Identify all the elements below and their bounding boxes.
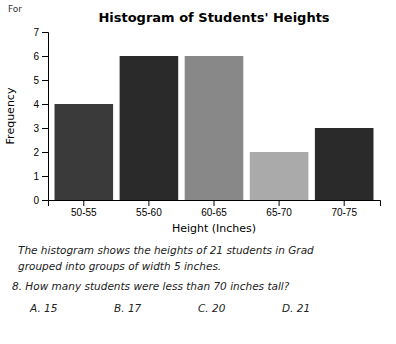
- bar: [120, 56, 179, 200]
- annotation: C. 20: [198, 302, 226, 314]
- y-tick: 5: [33, 75, 48, 86]
- y-tick-label: 0: [33, 195, 39, 206]
- y-tick: 0: [33, 195, 48, 206]
- title: Histogram of Students' Heights: [98, 10, 329, 25]
- y-tick-label: 1: [33, 171, 39, 182]
- y-tick-mark: [42, 80, 48, 81]
- bar: [250, 152, 309, 200]
- x-tick-mark: [214, 200, 215, 206]
- annotation: The histogram shows the heights of 21 st…: [18, 244, 314, 256]
- x-tick-mark: [148, 200, 149, 206]
- y-tick-mark: [42, 56, 48, 57]
- x-axis: 50-55 55-60 60-65 65-70 70-75: [49, 200, 381, 218]
- y-tick-mark: [42, 128, 48, 129]
- x-axis-line: [49, 201, 381, 207]
- plot-area: 0 1 2 3 4 5 6 7 50-55 55-60 60-65 65-70 70-75: [33, 27, 380, 218]
- bar: [55, 104, 114, 200]
- bar: [185, 56, 244, 200]
- y-axis-title: Frequency: [4, 87, 17, 144]
- y-tick-label: 6: [33, 51, 39, 62]
- x-tick-label: 70-75: [331, 207, 357, 218]
- annotation: D. 21: [282, 302, 310, 314]
- bar: [315, 128, 374, 200]
- y-tick-mark: [42, 104, 48, 105]
- y-tick: 7: [33, 27, 48, 38]
- y-tick: 3: [33, 123, 48, 134]
- y-tick-mark: [42, 32, 48, 33]
- x-tick-mark: [344, 200, 345, 206]
- y-tick-label: 2: [33, 147, 39, 158]
- y-axis-line: [42, 33, 49, 201]
- y-tick-mark: [42, 152, 48, 153]
- y-axis: 0 1 2 3 4 5 6 7: [33, 27, 48, 206]
- y-tick: 4: [33, 99, 48, 110]
- annotation: A. 15: [29, 302, 58, 314]
- annotation: 8. How many students were less than 70 i…: [12, 280, 290, 292]
- y-tick-label: 5: [33, 75, 39, 86]
- y-tick-label: 4: [33, 99, 39, 110]
- x-tick: 60-65: [201, 200, 227, 218]
- x-tick: 55-60: [136, 200, 162, 218]
- x-tick-label: 65-70: [266, 207, 292, 218]
- x-tick-mark: [83, 200, 84, 206]
- x-axis-title: Height (Inches): [172, 222, 256, 235]
- x-tick: 50-55: [71, 200, 97, 218]
- y-tick: 6: [33, 51, 48, 62]
- x-tick: 70-75: [331, 200, 357, 218]
- x-tick-label: 55-60: [136, 207, 162, 218]
- y-tick-mark: [42, 176, 48, 177]
- annotation: B. 17: [114, 302, 142, 314]
- y-tick-label: 7: [33, 27, 39, 38]
- bars: [55, 56, 374, 200]
- chart-svg: For Histogram of Students' Heights 0 1 2 3 4 5 6…: [0, 0, 396, 344]
- y-tick-label: 3: [33, 123, 39, 134]
- x-tick: 65-70: [266, 200, 292, 218]
- annotation: grouped into groups of width 5 inches.: [18, 260, 221, 272]
- x-tick-mark: [279, 200, 280, 206]
- x-tick-label: 60-65: [201, 207, 227, 218]
- y-tick: 1: [33, 171, 48, 182]
- y-tick: 2: [33, 147, 48, 158]
- annotation: For: [8, 4, 22, 14]
- y-tick-mark: [42, 200, 48, 201]
- x-tick-label: 50-55: [71, 207, 97, 218]
